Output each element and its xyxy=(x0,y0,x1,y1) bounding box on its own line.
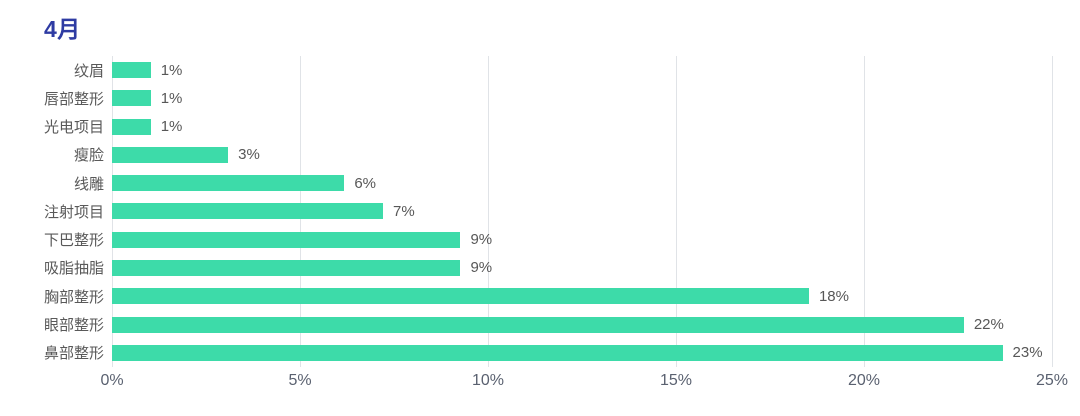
category-label: 眼部整形 xyxy=(43,317,104,335)
bar-track: 22% xyxy=(112,310,1080,338)
bar xyxy=(112,146,229,163)
bar-row: 吸脂抽脂 9% xyxy=(0,254,1080,282)
bar-row: 下巴整形 9% xyxy=(0,226,1080,254)
bar-row: 唇部整形 1% xyxy=(0,84,1080,112)
value-label: 1% xyxy=(160,89,183,107)
bar-track: 7% xyxy=(112,197,1080,225)
gridline xyxy=(676,56,677,367)
gridline xyxy=(488,56,489,367)
category-label: 胸部整形 xyxy=(43,288,104,306)
category-label: 注射项目 xyxy=(43,203,104,221)
x-axis: 0% 5% 10% 15% 20% 25% xyxy=(100,372,1068,396)
plot-area: 纹眉 1% 唇部整形 1% 光电项目 1% 瘦脸 3% 线雕 6% 注射项目 7% 下巴整形 9% 吸脂抽脂… xyxy=(0,56,1080,367)
x-tick-label: 0% xyxy=(100,372,124,389)
value-label: 9% xyxy=(470,259,493,277)
x-tick-label: 5% xyxy=(288,372,312,389)
chart-title: 4月 xyxy=(44,16,81,42)
value-label: 9% xyxy=(470,231,493,249)
bar xyxy=(112,259,461,276)
value-label: 18% xyxy=(818,287,849,305)
bar-track: 1% xyxy=(112,56,1080,84)
bar-track: 18% xyxy=(112,282,1080,310)
category-label: 光电项目 xyxy=(43,119,104,137)
bar xyxy=(112,288,809,305)
bar-row: 胸部整形 18% xyxy=(0,282,1080,310)
bar-track: 6% xyxy=(112,169,1080,197)
bar-row: 眼部整形 22% xyxy=(0,310,1080,338)
category-label: 下巴整形 xyxy=(43,232,104,250)
bar xyxy=(112,90,151,107)
gridline xyxy=(1052,56,1053,367)
bar-track: 1% xyxy=(112,113,1080,141)
value-label: 23% xyxy=(1012,344,1043,362)
value-label: 1% xyxy=(160,118,183,136)
bar-row: 注射项目 7% xyxy=(0,197,1080,225)
x-tick-label: 15% xyxy=(659,372,693,389)
bar xyxy=(112,344,1003,361)
category-label: 鼻部整形 xyxy=(43,345,104,363)
value-label: 6% xyxy=(354,174,376,192)
bar-row: 光电项目 1% xyxy=(0,113,1080,141)
bar xyxy=(112,203,384,220)
bar xyxy=(112,316,964,333)
bar-row: 纹眉 1% xyxy=(0,56,1080,84)
value-label: 1% xyxy=(160,61,183,79)
bar-track: 9% xyxy=(112,226,1080,254)
value-label: 22% xyxy=(973,316,1004,334)
bar-row: 线雕 6% xyxy=(0,169,1080,197)
bar xyxy=(112,62,151,79)
value-label: 7% xyxy=(393,202,415,220)
x-tick-label: 20% xyxy=(847,372,881,389)
x-tick-label: 10% xyxy=(471,372,505,389)
bar-track: 9% xyxy=(112,254,1080,282)
category-label: 唇部整形 xyxy=(43,90,104,108)
bar-track: 3% xyxy=(112,141,1080,169)
bar-row: 鼻部整形 23% xyxy=(0,339,1080,367)
bar-row: 瘦脸 3% xyxy=(0,141,1080,169)
category-label: 纹眉 xyxy=(73,62,104,80)
bar-rows: 纹眉 1% 唇部整形 1% 光电项目 1% 瘦脸 3% 线雕 6% 注射项目 7% 下巴整形 9% 吸脂抽脂… xyxy=(0,56,1080,367)
category-label: 吸脂抽脂 xyxy=(43,260,104,278)
bar-track: 1% xyxy=(112,84,1080,112)
bar xyxy=(112,118,151,135)
gridline xyxy=(864,56,865,367)
category-label: 线雕 xyxy=(73,175,104,193)
x-tick-label: 25% xyxy=(1035,372,1069,389)
value-label: 3% xyxy=(238,146,260,164)
bar xyxy=(112,231,461,248)
bar-track: 23% xyxy=(112,339,1080,367)
category-label: 瘦脸 xyxy=(73,147,104,165)
bar xyxy=(112,175,345,192)
